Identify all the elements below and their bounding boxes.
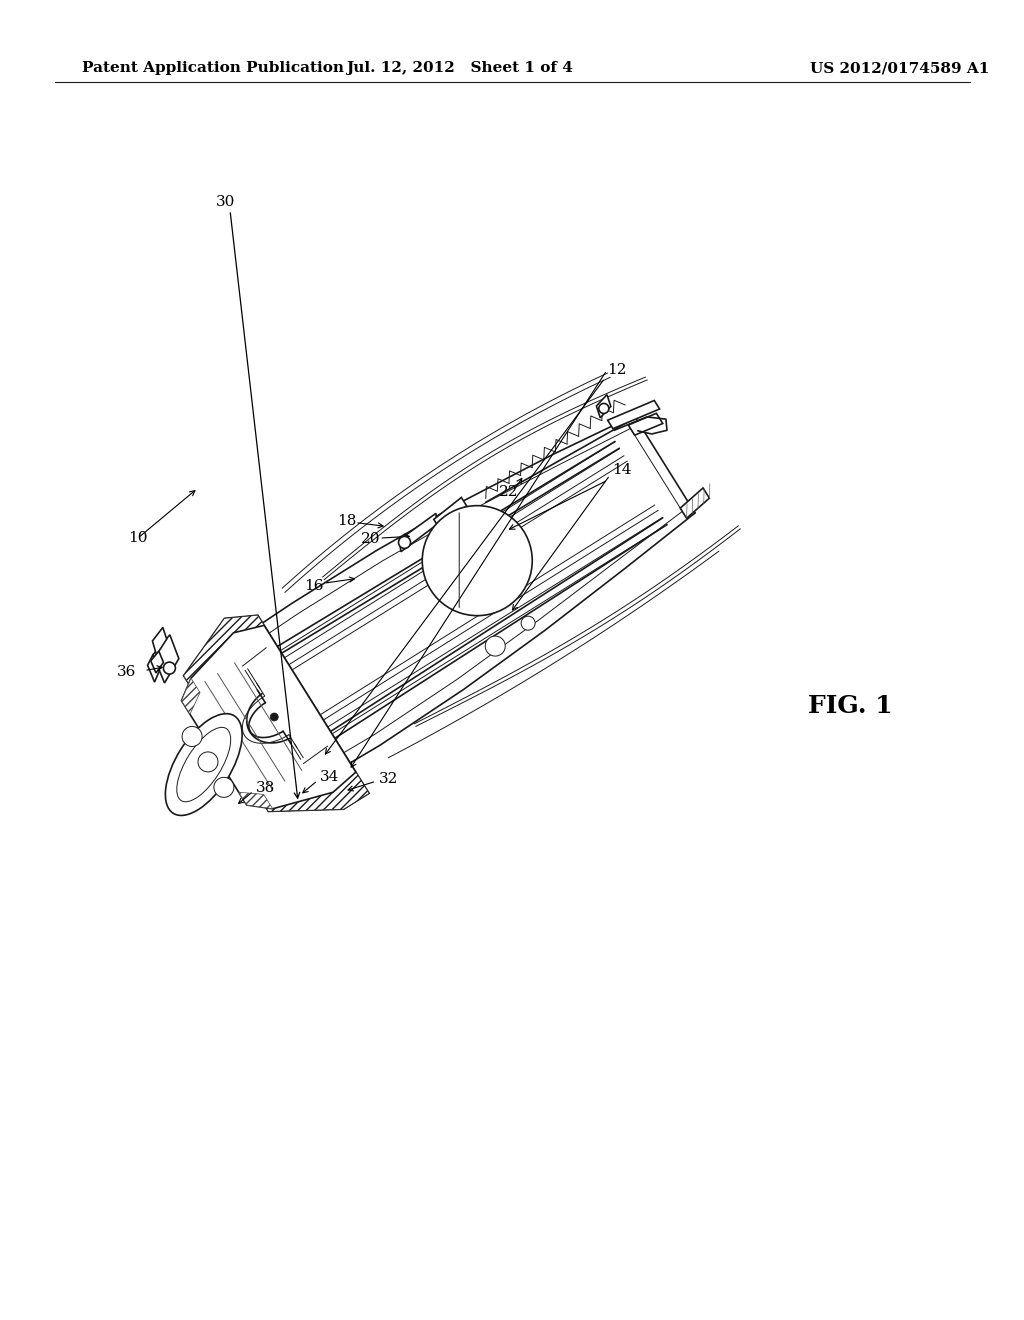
- Circle shape: [521, 616, 536, 630]
- Text: FIG. 1: FIG. 1: [808, 694, 892, 718]
- Circle shape: [164, 663, 175, 675]
- Polygon shape: [239, 792, 272, 809]
- Circle shape: [485, 636, 505, 656]
- Text: 38: 38: [256, 781, 274, 795]
- Circle shape: [422, 506, 532, 615]
- Text: 30: 30: [216, 195, 236, 209]
- Circle shape: [214, 777, 233, 797]
- Circle shape: [270, 713, 279, 721]
- Polygon shape: [680, 488, 710, 519]
- Polygon shape: [153, 627, 167, 655]
- Text: 36: 36: [117, 664, 136, 678]
- Circle shape: [182, 726, 202, 747]
- Polygon shape: [181, 678, 200, 714]
- Text: 12: 12: [607, 363, 627, 378]
- Polygon shape: [153, 635, 179, 682]
- Circle shape: [599, 404, 609, 413]
- Text: 18: 18: [338, 513, 356, 528]
- Polygon shape: [607, 400, 659, 429]
- Text: Jul. 12, 2012   Sheet 1 of 4: Jul. 12, 2012 Sheet 1 of 4: [346, 61, 573, 75]
- Polygon shape: [183, 615, 369, 812]
- Text: Patent Application Publication: Patent Application Publication: [82, 61, 344, 75]
- Text: 14: 14: [612, 463, 632, 477]
- Polygon shape: [147, 655, 160, 682]
- Polygon shape: [596, 395, 611, 417]
- Text: US 2012/0174589 A1: US 2012/0174589 A1: [810, 61, 989, 75]
- Polygon shape: [151, 651, 164, 673]
- Polygon shape: [183, 615, 273, 686]
- Text: 34: 34: [319, 771, 339, 784]
- Polygon shape: [629, 413, 663, 436]
- Polygon shape: [399, 513, 437, 552]
- Polygon shape: [181, 626, 356, 809]
- Polygon shape: [262, 751, 369, 812]
- Text: 10: 10: [128, 531, 147, 545]
- Circle shape: [198, 752, 218, 772]
- Circle shape: [398, 536, 411, 548]
- Text: 16: 16: [304, 579, 324, 593]
- Text: 22: 22: [500, 484, 519, 499]
- Polygon shape: [434, 498, 467, 528]
- Ellipse shape: [165, 714, 242, 816]
- Ellipse shape: [177, 727, 230, 801]
- Text: 32: 32: [379, 772, 398, 787]
- Polygon shape: [197, 642, 341, 795]
- Text: 20: 20: [360, 532, 380, 546]
